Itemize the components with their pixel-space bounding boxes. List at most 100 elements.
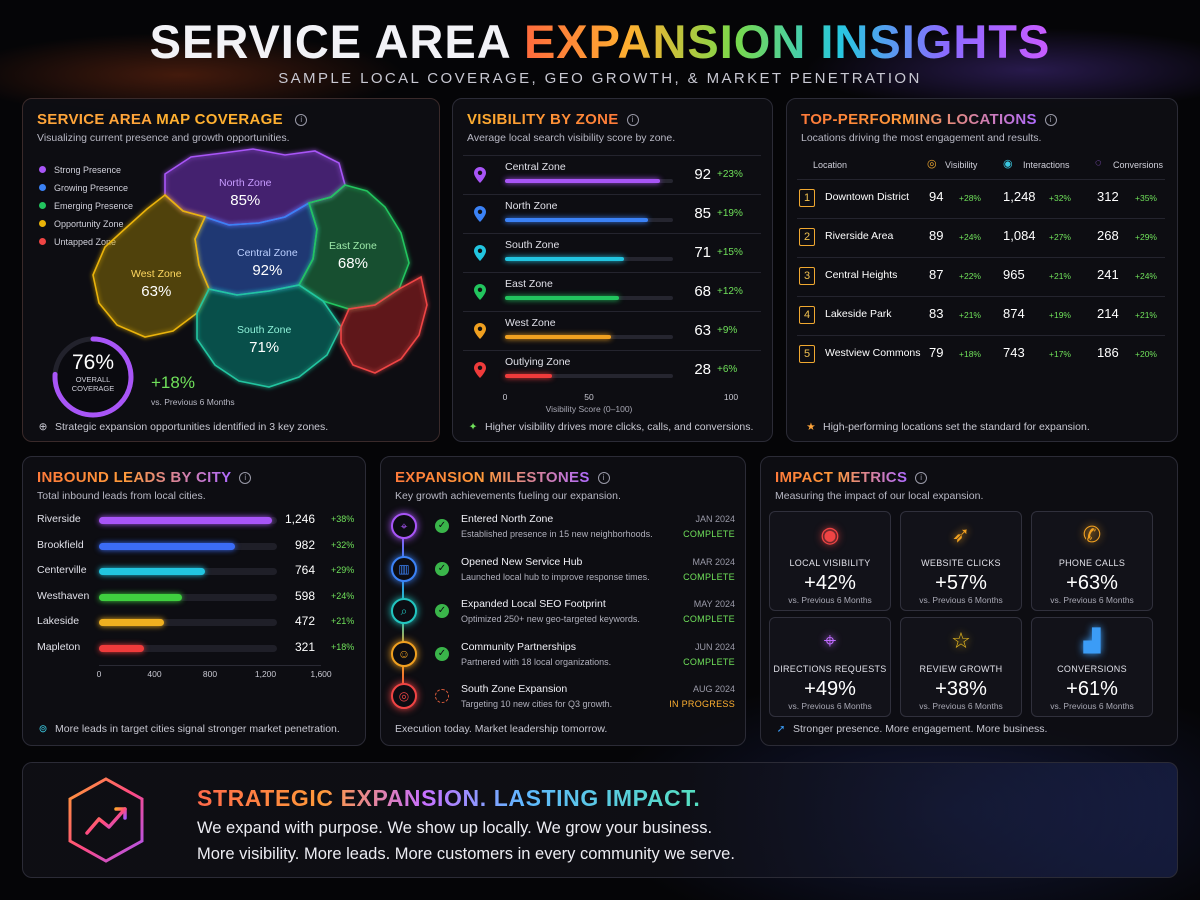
inbound-leads-panel: INBOUND LEADS BY CITY i Total inbound lea…: [22, 456, 366, 746]
impact-card[interactable]: ⌖ DIRECTIONS REQUESTS +49% vs. Previous 6 M…: [769, 617, 891, 717]
city-name: Lakeside: [37, 615, 80, 628]
milestone-desc: Optimized 250+ new geo-targeted keywords…: [461, 614, 640, 624]
milestone-row[interactable]: ⌖ ✓ Entered North Zone Established presence…: [391, 511, 735, 551]
lead-row[interactable]: Brookfield 982 +32%: [37, 537, 365, 557]
legend-swatch: [39, 202, 46, 209]
lead-change: +18%: [331, 642, 355, 652]
visibility-change: +24%: [959, 232, 981, 242]
visibility-row[interactable]: North Zone 85 +19%: [463, 194, 761, 230]
eye-icon: ◉: [820, 522, 840, 547]
service-area-map: [52, 148, 428, 418]
leads-axis-line: [99, 665, 321, 666]
visibility-bar-track: [505, 374, 673, 378]
visibility-value: 94: [929, 189, 944, 204]
leads-panel-footer: ⊚ More leads in target cities signal stro…: [38, 723, 340, 735]
visibility-score: 68: [694, 283, 711, 300]
conversions-change: +20%: [1135, 349, 1157, 359]
milestones-panel-title: EXPANSION MILESTONES i: [395, 469, 610, 486]
visibility-row[interactable]: South Zone 71 +15%: [463, 233, 761, 269]
info-icon[interactable]: i: [1044, 114, 1057, 126]
info-icon[interactable]: i: [239, 472, 252, 484]
impact-card[interactable]: ☆ REVIEW GROWTH +38% vs. Previous 6 Months: [900, 617, 1022, 717]
impact-card[interactable]: ✆ PHONE CALLS +63% vs. Previous 6 Months: [1031, 511, 1153, 611]
top-locations-panel: TOP-PERFORMING LOCATIONS i Locations driv…: [786, 98, 1178, 442]
lead-value: 472: [294, 614, 315, 629]
visibility-row[interactable]: Outlying Zone 28 +6%: [463, 350, 761, 386]
impact-card[interactable]: ➶ WEBSITE CLICKS +57% vs. Previous 6 Months: [900, 511, 1022, 611]
lead-row[interactable]: Lakeside 472 +21%: [37, 613, 365, 633]
col-visibility: Visibility: [945, 160, 978, 170]
impact-panel-subtitle: Measuring the impact of our local expans…: [775, 490, 984, 502]
south-zone-region[interactable]: [196, 284, 342, 388]
lead-row[interactable]: Centerville 764 +29%: [37, 562, 365, 582]
conversions-value: 186: [1097, 345, 1119, 360]
lead-bar-track: [99, 517, 277, 524]
info-icon[interactable]: i: [626, 114, 639, 126]
lead-row[interactable]: Mapleton 321 +18%: [37, 639, 365, 659]
info-icon[interactable]: i: [915, 472, 928, 484]
zone-name: Central Zone: [505, 161, 566, 173]
milestone-row[interactable]: ◎ South Zone Expansion Targeting 10 new ci…: [391, 681, 735, 721]
legend-label: Untapped Zone: [54, 237, 117, 247]
interactions-value: 874: [1003, 306, 1025, 321]
conversions-value: 214: [1097, 306, 1119, 321]
milestone-title: Opened New Service Hub: [461, 555, 583, 568]
untapped-zone-region[interactable]: [340, 275, 428, 374]
visibility-row[interactable]: Central Zone 92 +23%: [463, 155, 761, 191]
lead-row[interactable]: Westhaven 598 +24%: [37, 588, 365, 608]
sparkle-icon: ✦: [468, 421, 478, 433]
coverage-label-2: COVERAGE: [71, 384, 115, 393]
zone-name: Outlying Zone: [505, 356, 571, 368]
location-row[interactable]: 4 Lakeside Park 83 +21% 874 +19% 214 +21%: [797, 296, 1165, 334]
lead-bar: [99, 645, 144, 652]
impact-label: PHONE CALLS: [1058, 558, 1126, 568]
impact-value: +49%: [804, 678, 856, 700]
leads-panel-title: INBOUND LEADS BY CITY i: [37, 469, 252, 486]
map-pin-icon: [473, 205, 487, 223]
west-zone-region[interactable]: [92, 193, 210, 338]
impact-sub: vs. Previous 6 Months: [1050, 595, 1134, 605]
map-pin-icon: [473, 283, 487, 301]
visibility-row[interactable]: West Zone 63 +9%: [463, 311, 761, 347]
location-row[interactable]: 2 Riverside Area 89 +24% 1,084 +27% 268 +29%: [797, 218, 1165, 256]
milestones-panel-footer: Execution today. Market leadership tomor…: [395, 723, 608, 735]
info-icon[interactable]: i: [597, 472, 610, 484]
visibility-bar-track: [505, 179, 673, 183]
lead-bar-track: [99, 619, 277, 627]
location-row[interactable]: 1 Downtown District 94 +28% 1,248 +32% 312 +35%: [797, 179, 1165, 217]
visibility-by-zone-panel: VISIBILITY BY ZONE i Average local search…: [452, 98, 773, 442]
map-pin-icon: ⌖: [823, 628, 837, 653]
visibility-col-icon: ◎: [927, 158, 937, 170]
impact-label: REVIEW GROWTH: [919, 664, 1003, 674]
check-icon: ✓: [435, 646, 449, 661]
milestone-status: COMPLETE: [683, 529, 735, 539]
visibility-bar-track: [505, 296, 673, 300]
visibility-value: 89: [929, 228, 944, 243]
milestone-row[interactable]: ▥ ✓ Opened New Service Hub Launched local h…: [391, 554, 735, 594]
visibility-row[interactable]: East Zone 68 +12%: [463, 272, 761, 308]
impact-card[interactable]: ▟ CONVERSIONS +61% vs. Previous 6 Months: [1031, 617, 1153, 717]
milestone-row[interactable]: ☺ ✓ Community Partnerships Partnered with 1…: [391, 639, 735, 679]
banner-line-2: More visibility. More leads. More custom…: [197, 845, 735, 863]
rocket-icon: ➚: [776, 723, 786, 735]
info-icon[interactable]: i: [295, 114, 308, 126]
interactions-change: +21%: [1049, 271, 1071, 281]
impact-card[interactable]: ◉ LOCAL VISIBILITY +42% vs. Previous 6 Mont…: [769, 511, 891, 611]
location-row[interactable]: 3 Central Heights 87 +22% 965 +21% 241 +24%: [797, 257, 1165, 295]
star-icon: ★: [806, 421, 816, 433]
legend-item: Growing Presence: [39, 183, 128, 193]
lead-bar: [99, 619, 165, 627]
visibility-change: +15%: [717, 247, 743, 258]
leads-tick-label: 800: [202, 669, 218, 679]
search-icon: ⌕: [391, 598, 417, 624]
lead-value: 1,246: [284, 512, 315, 526]
location-row[interactable]: 5 Westview Commons 79 +18% 743 +17% 186 +20%: [797, 335, 1165, 373]
milestone-status: COMPLETE: [683, 656, 735, 667]
legend-label: Emerging Presence: [54, 201, 134, 211]
interactions-change: +17%: [1049, 349, 1071, 359]
locations-panel-footer: ★ High-performing locations set the stand…: [806, 421, 1090, 433]
milestone-date: MAY 2024: [693, 599, 735, 609]
check-icon: ✓: [435, 519, 449, 533]
milestone-row[interactable]: ⌕ ✓ Expanded Local SEO Footprint Optimized …: [391, 596, 735, 636]
lead-row[interactable]: Riverside 1,246 +38%: [37, 511, 365, 531]
